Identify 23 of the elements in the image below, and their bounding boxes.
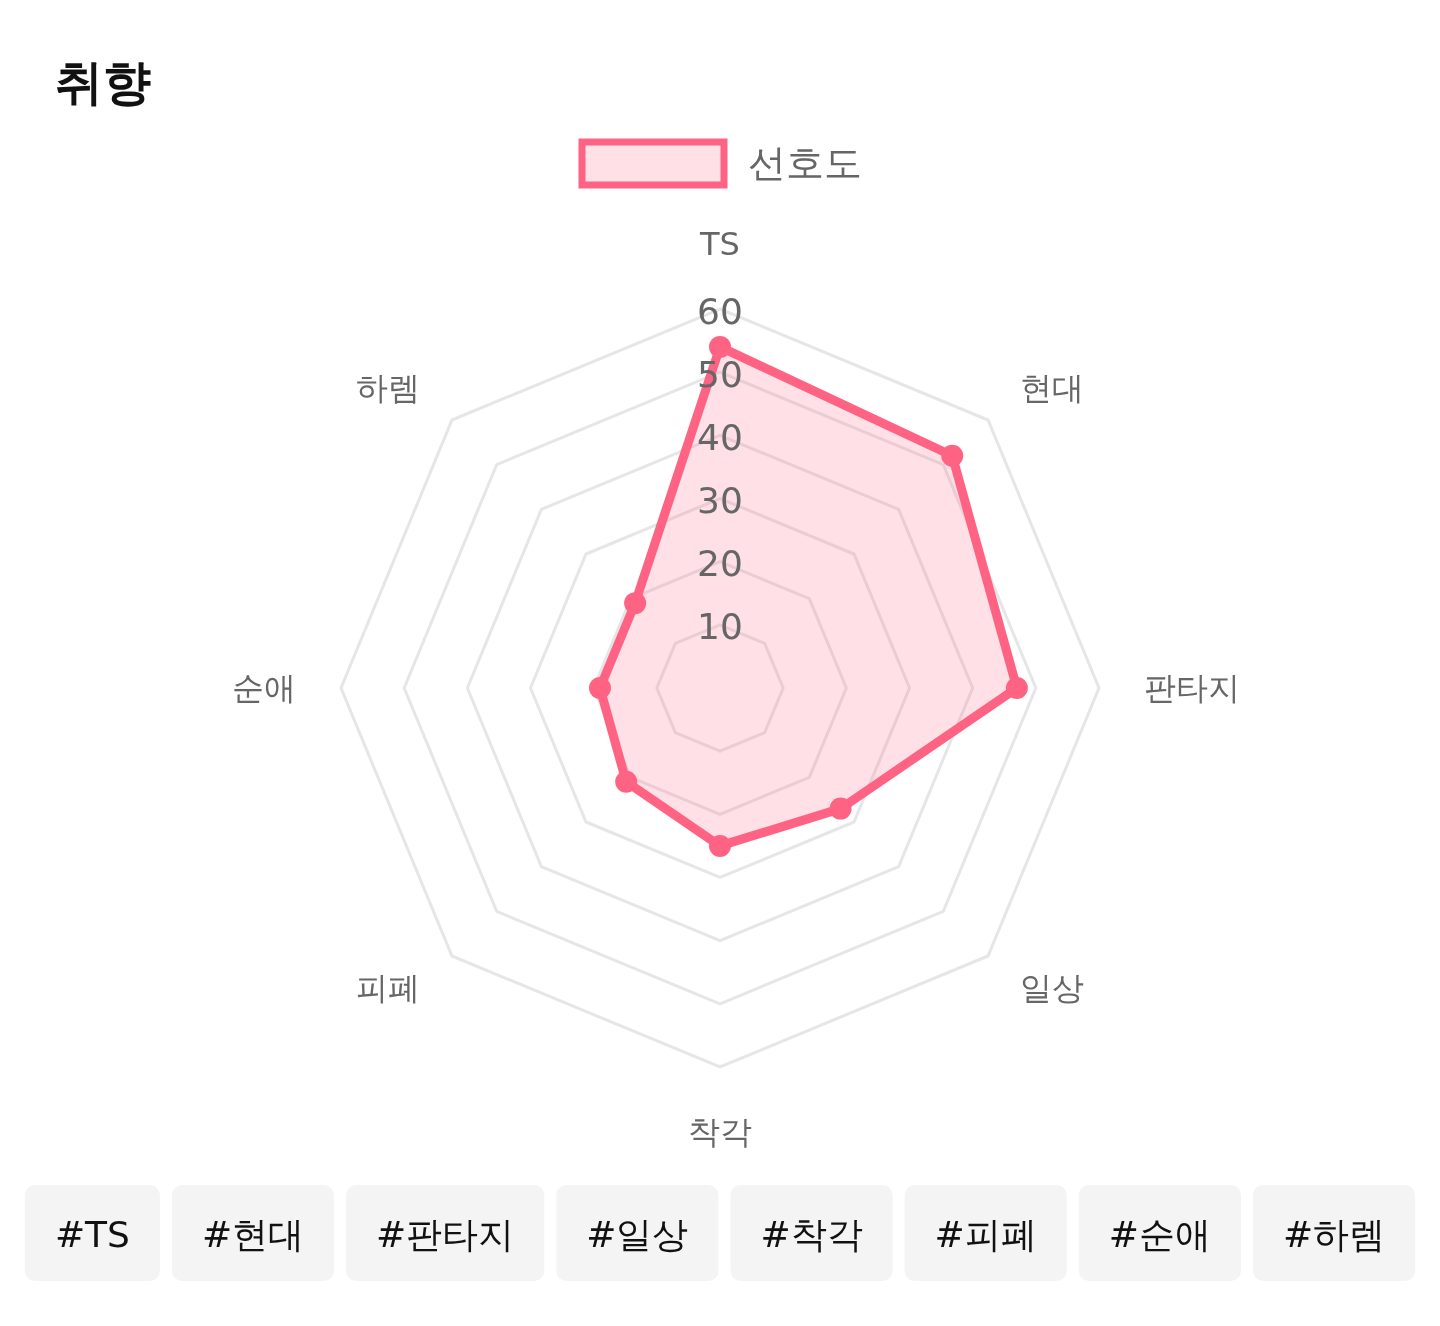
y-tick-label: 30 [697, 480, 743, 521]
text: #현대 [201, 1213, 305, 1255]
y-tick-label: 20 [697, 543, 743, 585]
legend-label: 선호도 [748, 141, 862, 185]
text: #하렘 [1282, 1213, 1386, 1255]
spoke-label: 순애 [232, 669, 296, 707]
spoke-label: 착각 [688, 1113, 752, 1151]
text: #판타지 [376, 1213, 515, 1255]
text: #착각 [760, 1213, 863, 1255]
spoke-label: TS [699, 225, 740, 263]
text: #TS [54, 1213, 130, 1255]
y-tick-label: 60 [697, 290, 743, 332]
text: #피폐 [934, 1213, 1037, 1255]
spoke-label: 피폐 [356, 968, 421, 1007]
chart-title: 취향 [55, 54, 151, 110]
text: #순애 [1108, 1213, 1211, 1255]
text: #일상 [586, 1213, 689, 1255]
y-tick-label: 10 [697, 606, 743, 648]
spoke-label: 일상 [1019, 968, 1084, 1007]
y-tick-label: 40 [697, 416, 743, 458]
spoke-label: 판타지 [1144, 669, 1240, 707]
spoke-label: 하렘 [356, 369, 421, 408]
spoke-label: 현대 [1019, 369, 1084, 408]
